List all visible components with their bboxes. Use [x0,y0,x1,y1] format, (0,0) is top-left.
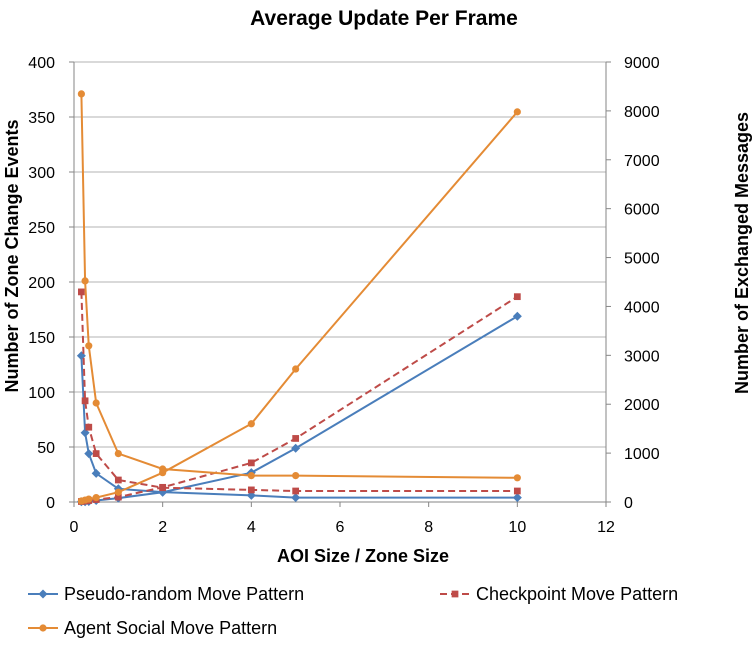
series-line [80,291,518,492]
gridlines [74,61,606,448]
data-point [114,476,122,484]
data-point [92,494,100,502]
data-point [85,423,93,431]
data-point [92,399,100,407]
data-point [114,488,122,496]
series-layer [76,90,522,507]
y-left-tick-label: 250 [28,220,55,237]
y-left-tick-label: 50 [37,440,55,457]
axes: 0501001502002503003504000100020003000400… [28,55,659,536]
data-point [247,472,255,480]
legend-item: Pseudo-random Move Pattern [28,584,304,604]
data-point [247,486,255,494]
data-point [85,342,93,350]
y-left-tick-label: 100 [28,385,55,402]
legend-swatch-marker [38,589,48,599]
y-left-tick-label: 200 [28,275,55,292]
data-point [292,487,300,495]
y-left-tick-label: 150 [28,330,55,347]
data-point [292,472,300,480]
x-axis-title: AOI Size / Zone Size [277,546,449,566]
series-line [81,111,519,502]
legend-item: Checkpoint Move Pattern [440,584,678,604]
y-right-tick-label: 7000 [624,153,660,170]
y-right-tick-label: 8000 [624,104,660,121]
y-right-tick-label: 9000 [624,55,660,72]
x-tick-label: 2 [158,519,167,536]
y-left-tick-label: 350 [28,110,55,127]
y-right-tick-label: 3000 [624,348,660,365]
y-right-tick-label: 6000 [624,202,660,219]
legend-label: Checkpoint Move Pattern [476,584,678,604]
data-point [513,293,521,301]
legend-item: Agent Social Move Pattern [28,618,277,638]
data-point [513,108,521,116]
y-right-tick-label: 5000 [624,251,660,268]
data-point [512,311,522,321]
data-point [512,493,522,503]
data-point [159,469,167,477]
series-checkpoint-move-pattern-right [78,293,521,505]
data-point [291,443,301,453]
series-line [81,295,518,503]
y-axis-right-title: Number of Exchanged Messages [732,112,752,394]
data-point [513,487,521,495]
x-tick-label: 12 [597,519,615,536]
y-axis-left-title: Number of Zone Change Events [2,119,22,392]
x-tick-label: 8 [424,519,433,536]
series-line [81,315,518,503]
x-tick-label: 0 [70,519,79,536]
data-point [84,449,94,459]
x-tick-label: 10 [508,519,526,536]
legend-label: Pseudo-random Move Pattern [64,584,304,604]
y-left-tick-label: 300 [28,165,55,182]
y-right-tick-label: 1000 [624,446,660,463]
chart-title: Average Update Per Frame [250,7,518,30]
data-point [513,474,521,482]
data-point [291,493,301,503]
legend-swatch-marker [39,624,47,632]
y-right-tick-label: 2000 [624,397,660,414]
y-right-tick-label: 4000 [624,299,660,316]
series-pseudo-random-move-pattern-left [76,351,522,503]
y-left-tick-label: 0 [46,495,55,512]
legend: Pseudo-random Move Pattern Checkpoint Mov… [28,584,678,638]
x-tick-label: 4 [247,519,256,536]
data-point [78,288,85,296]
legend-label: Agent Social Move Pattern [64,618,277,638]
x-tick-label: 6 [336,519,345,536]
series-agent-social-move-pattern-right [77,108,521,505]
data-point [91,468,101,478]
y-right-tick-label: 0 [624,495,633,512]
data-point [77,90,85,98]
y-left-tick-label: 400 [28,55,55,72]
legend-swatch-marker [451,590,459,598]
data-point [292,365,300,373]
series-line [80,93,518,479]
data-point [114,493,122,501]
data-point [81,397,89,405]
data-point [85,495,93,503]
data-point [292,435,300,442]
series-agent-social-move-pattern-left [77,90,521,482]
data-point [81,277,89,285]
data-point [247,420,255,428]
data-point [159,483,167,491]
data-point [92,450,100,457]
data-point [247,459,255,467]
data-point [114,450,122,458]
